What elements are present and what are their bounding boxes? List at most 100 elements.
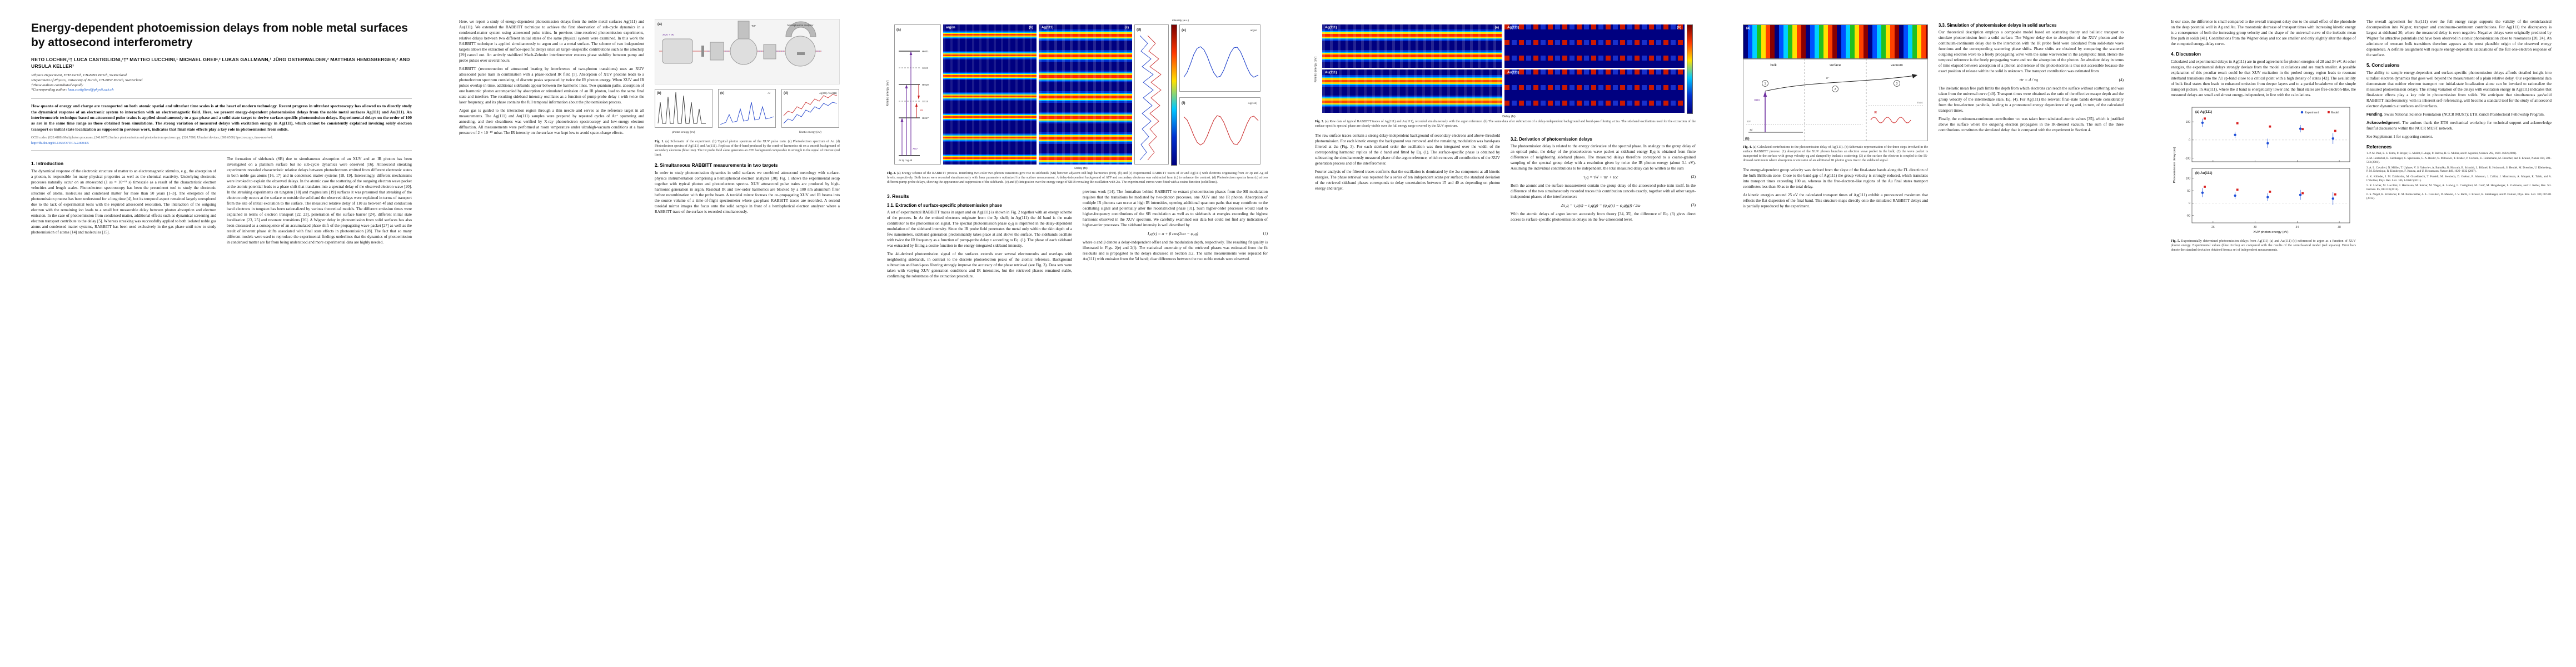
fig2-trace-silver: Ag(111) (c) — [1039, 24, 1132, 165]
doi-line: http://dx.doi.org/10.1364/OPTICA.2.00040… — [31, 142, 412, 146]
fig4-step-3: 3 — [1896, 82, 1898, 86]
figure-1-caption-label: Fig. 1. — [655, 140, 664, 143]
fig5-panel-label: (b) Au(111) — [2195, 172, 2212, 175]
body-paragraph: Here, we report a study of energy-depend… — [459, 19, 644, 63]
fig3-raw-ag: Ag(111) (a) — [1322, 24, 1502, 68]
fig5-experiment-point — [2201, 121, 2204, 124]
body-paragraph: Argon gas is guided to the interaction r… — [459, 108, 644, 135]
page-1: Energy-dependent photoemission delays fr… — [17, 19, 426, 646]
fig3-panel-a-label: (a) — [1494, 26, 1499, 29]
fig1-inset-c — [718, 89, 776, 128]
fig3-au-label: Au(111) — [1325, 71, 1337, 74]
figure-3-caption-label: Fig. 3. — [1315, 120, 1324, 123]
fig1-inset-d — [781, 89, 839, 128]
fig2-x-axis-label: Delay (fs) — [1074, 167, 1088, 170]
fig1-ar-label: Ar — [768, 92, 770, 94]
fig2-panel-e-label: (e) — [1182, 28, 1186, 32]
body-paragraph: Calculated and experimental delays in Ag… — [2171, 59, 2356, 97]
fig3-au-label: Au(111) — [1507, 71, 1519, 74]
body-paragraph: Finally, the continuum-continuum contrib… — [1939, 117, 2124, 132]
paper-spread: Energy-dependent photoemission delays fr… — [17, 19, 2552, 646]
section-heading-results: 3. Results — [887, 193, 909, 199]
page4-right-column: 3.2. Derivation of photoemission delays … — [1511, 133, 1696, 225]
fig5-model-point — [2301, 128, 2304, 131]
section-heading-3-1: 3.1. Extraction of surface-specific phot… — [887, 202, 1002, 208]
surface-chamber — [785, 36, 816, 67]
section-heading-conclusions: 5. Conclusions — [2366, 62, 2400, 68]
fig5-model-point — [2269, 125, 2271, 128]
fig4-evac-label: Evac — [1917, 101, 1923, 104]
fig2-sb18-label: SB18 — [922, 100, 929, 103]
fig4-bulk-label: bulk — [1770, 63, 1777, 67]
affiliation-2: ²Department of Physics, University of Zu… — [31, 78, 143, 82]
page3-left-column: 3. Results 3.1. Extraction of surface-sp… — [887, 189, 1072, 282]
corresponding-author-email[interactable]: luca.castiglioni@physik.uzh.ch — [68, 88, 114, 92]
fig3-group-raw: Ag(111) (a) Au(111) — [1322, 24, 1502, 114]
supplement-note: See Supplement 1 for supporting content. — [2366, 135, 2433, 139]
fig5-legend-experiment-marker — [2300, 111, 2304, 114]
fig5-panel-label: (a) Ag(111) — [2195, 111, 2212, 114]
body-paragraph: At kinetic energies around 25 eV the cal… — [1743, 192, 1928, 208]
toroidal-mirror-2 — [763, 44, 776, 59]
fig2-hh19-label: HH19 — [922, 83, 929, 86]
page3-right-column: previous work [14]. The formalism behind… — [1083, 189, 1268, 282]
fig1-beam-label: XUV + IR — [662, 33, 674, 37]
equation-4: τtr = d / vg (4) — [1939, 77, 2124, 82]
fig5-y-tick-label: 100 — [2186, 121, 2191, 124]
fig3-y-axis-label: Kinetic energy (eV) — [1314, 56, 1318, 83]
equation-1-number: (1) — [1263, 231, 1268, 236]
fig2-f-target-label: Ag(111) — [1248, 102, 1258, 105]
author-list: RETO LOCHER,¹† LUCA CASTIGLIONI,²†* MATT… — [31, 57, 410, 69]
fig3-x-axis-label: Delay (fs) — [1502, 115, 1516, 118]
fig2-xuv-label: XUV — [913, 147, 918, 150]
fig5-model-point — [2204, 117, 2206, 120]
fig1-agau-label: Ag(111) / Au(111) — [819, 92, 837, 94]
fig5-x-tick-label: 30 — [2254, 226, 2257, 229]
fig3-filtered-au: Au(111) — [1504, 69, 1685, 113]
section-heading-3-3: 3.3. Simulation of photoemission delays … — [1939, 23, 2057, 28]
section-heading-discussion: 4. Discussion — [2171, 51, 2201, 57]
equation-1: I₂q(τ) = α + β cos(2ωτ − φ₂q) (1) — [1083, 231, 1268, 236]
equation-3: Δτ₂q = τ₂q(s) − τ₂q(g) = (φ₂q(s) − φ₂q(g… — [1511, 203, 1696, 208]
fig4-panel-a-label: (a) — [1746, 27, 1751, 30]
body-paragraph: The energy-dependent group velocity was … — [1743, 167, 1928, 189]
figure-2-caption-label: Fig. 2. — [887, 172, 896, 175]
page4-left-column: The raw surface traces contain a strong … — [1315, 133, 1500, 225]
fig5-y-tick-label: 0 — [2189, 202, 2190, 205]
funding-text: Swiss National Science Foundation (NCCR … — [2384, 112, 2545, 117]
body-paragraph: RABBITT (reconstruction of attosecond be… — [459, 67, 644, 104]
fig4-ir-label: IR — [1874, 111, 1877, 115]
fig5-experiment-point — [2299, 193, 2302, 196]
fig4-surface-label: surface — [1830, 63, 1841, 67]
fig5-experiment-point — [2266, 142, 2269, 145]
figure-4-schematic: (a) bulk surface vacuum EF Evac — [1743, 24, 1928, 144]
section-heading-references: References — [2366, 144, 2392, 150]
fig5-model-point — [2236, 188, 2239, 191]
corresponding-author-line: *Corresponding author: luca.castiglioni@… — [31, 88, 412, 93]
body-paragraph: The dynamical response of the electronic… — [31, 169, 217, 235]
xuv-spectrum-comb — [657, 92, 706, 124]
fig5-x-tick-label: 34 — [2296, 226, 2299, 229]
affiliation-1: ¹Physics Department, ETH Zurich, CH-8093… — [31, 73, 127, 77]
acknowledgment-label: Acknowledgment. — [2366, 120, 2401, 125]
fig2-panel-d-label: (d) — [1137, 28, 1141, 32]
toroidal-mirror-1 — [710, 42, 724, 61]
figure-1-graphic: (a) ToF hemispherical analyzer XUV + IR … — [655, 19, 840, 134]
fig2-hh17-label: HH17 — [922, 117, 929, 120]
fig4-xuv-label: XUV — [1754, 99, 1760, 102]
page-3: Kinetic energy (eV) intensity (a.u.) (a) — [873, 19, 1282, 646]
fig3-ag-label: Ag(111) — [1507, 26, 1519, 29]
fig1-tof-label: ToF — [751, 24, 756, 28]
fig3-filtered-ag: Ag(111) (b) — [1504, 24, 1685, 68]
page5-right-column: 3.3. Simulation of photoemission delays … — [1939, 19, 2124, 212]
fig5-experiment-point — [2201, 191, 2204, 194]
equation-2: τ₂q = τW + τtr + τcc (2) — [1511, 175, 1696, 180]
body-paragraph: The overall agreement for Au(111) over t… — [2366, 19, 2552, 57]
reference-item: 5. R. Locher, M. Lucchini, J. Herrmann, … — [2366, 183, 2552, 191]
fig1-inset-b — [655, 89, 712, 128]
doi-link[interactable]: http://dx.doi.org/10.1364/OPTICA.2.00040… — [31, 141, 89, 145]
figure-1-setup: (a) ToF hemispherical analyzer XUV + IR … — [655, 19, 840, 138]
page1-left-column: 1. Introduction The dynamical response o… — [31, 156, 216, 248]
fig2-spectra-panel: (d) — [1134, 24, 1169, 165]
fig5-model-point — [2204, 186, 2206, 188]
